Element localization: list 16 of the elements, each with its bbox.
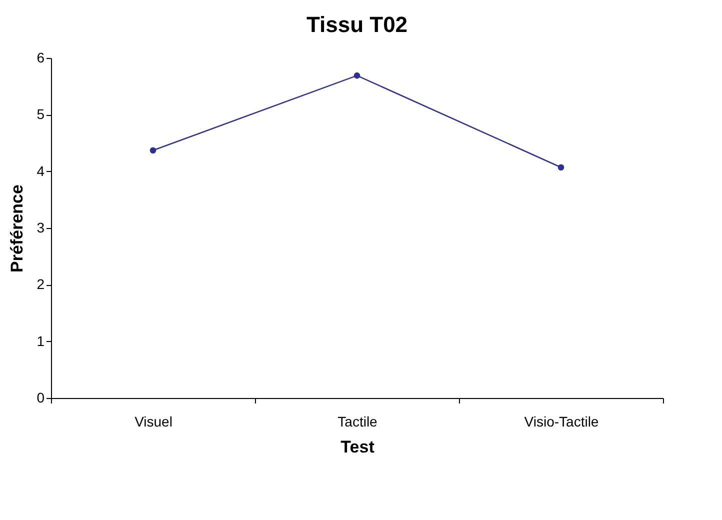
y-tick-label: 1 (36, 332, 45, 349)
y-tick-label: 4 (36, 162, 45, 179)
y-tick-label: 2 (36, 276, 45, 292)
point (558, 164, 564, 171)
point (354, 72, 360, 79)
x-tick-label: Tactile (338, 414, 378, 430)
y-tick-label: 0 (36, 390, 45, 406)
y-tick-label: 5 (36, 106, 45, 122)
point (150, 147, 156, 154)
y-tick-label: 6 (36, 50, 45, 66)
chart-title: Tissu T02 (306, 12, 408, 37)
y-tick-label: 3 (36, 220, 45, 236)
y-axis-title: Préférence (8, 184, 27, 272)
x-tick-label: Visio-Tactile (524, 414, 599, 430)
x-tick-label: Visuel (134, 414, 172, 430)
x-axis-title: Test (340, 438, 375, 456)
